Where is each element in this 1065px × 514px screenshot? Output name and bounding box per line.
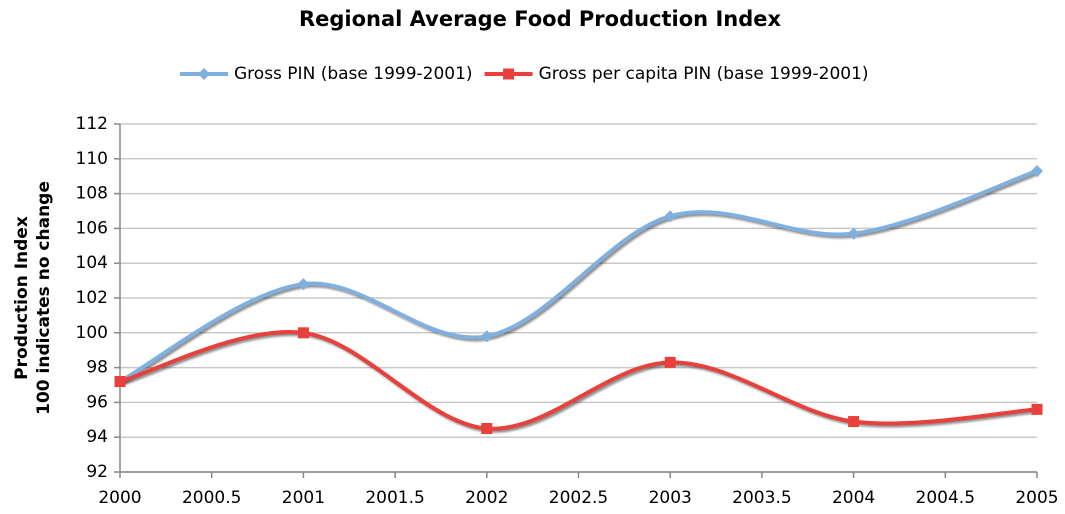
y-tick-label: 102 [76, 288, 108, 308]
x-tick-label: 2002.5 [549, 488, 608, 508]
y-tick-label: 100 [76, 323, 108, 343]
x-tick-label: 2000 [98, 488, 141, 508]
marker [297, 327, 309, 339]
y-tick-label: 106 [76, 218, 108, 238]
legend-item: Gross per capita PIN (base 1999-2001) [484, 64, 869, 84]
marker [664, 356, 676, 368]
x-tick-label: 2004 [832, 488, 875, 508]
y-axis-label-line: 100 indicates no change [34, 181, 54, 415]
marker [847, 227, 860, 240]
y-tick-label: 94 [86, 427, 108, 447]
marker [481, 423, 493, 434]
marker [664, 210, 677, 223]
y-tick-label: 112 [76, 114, 108, 134]
marker [1031, 403, 1043, 415]
y-tick-label: 108 [76, 184, 108, 204]
x-tick-label: 2001.5 [365, 488, 424, 508]
y-tick-label: 98 [86, 358, 108, 378]
x-tick-label: 2003 [649, 488, 692, 508]
marker [480, 330, 493, 343]
legend-marker [198, 68, 210, 80]
y-tick-label: 92 [86, 462, 108, 482]
marker [297, 278, 310, 291]
marker [848, 416, 860, 428]
x-tick-label: 2001 [282, 488, 325, 508]
marker [114, 376, 126, 388]
legend-label: Gross per capita PIN (base 1999-2001) [539, 64, 869, 84]
series-line [119, 169, 1038, 384]
y-tick-label: 104 [76, 253, 108, 273]
chart-title: Regional Average Food Production Index [299, 7, 782, 31]
legend-label: Gross PIN (base 1999-2001) [234, 64, 473, 84]
y-axis-label: Production Index 100 indicates no change [12, 181, 54, 415]
x-tick-label: 2002 [465, 488, 508, 508]
x-tick-label: 2003.5 [732, 488, 791, 508]
y-tick-label: 110 [76, 149, 108, 169]
x-tick-label: 2004.5 [916, 488, 975, 508]
y-tick-label: 96 [86, 392, 108, 412]
legend-item: Gross PIN (base 1999-2001) [180, 64, 473, 84]
y-axis-label-line: Production Index [12, 216, 32, 380]
x-tick-label: 2005 [1015, 488, 1058, 508]
series-line [119, 329, 1038, 431]
marker [1031, 164, 1043, 177]
x-tick-label: 2000.5 [182, 488, 241, 508]
legend-marker [503, 68, 515, 80]
